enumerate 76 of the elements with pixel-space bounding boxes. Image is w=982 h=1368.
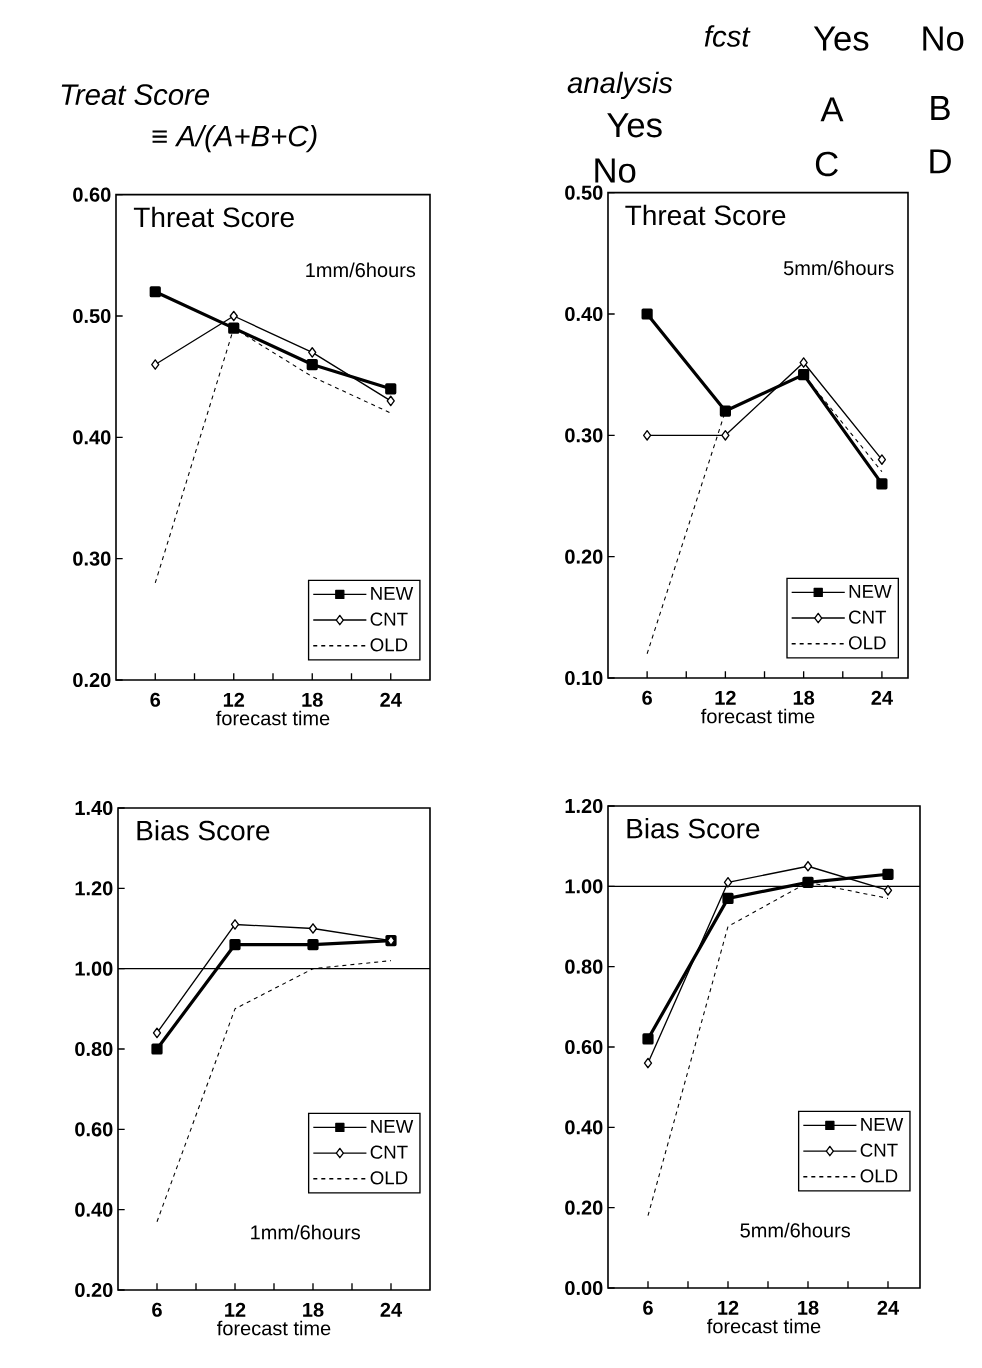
chart-title: Threat Score — [133, 206, 294, 228]
x-tick-label: 18 — [302, 692, 323, 707]
text: 1mm/6hours — [306, 262, 416, 278]
chart-title: Bias Score — [627, 817, 760, 839]
text: No — [595, 158, 636, 183]
chart-title: Bias Score — [137, 819, 270, 841]
text: C — [815, 151, 838, 177]
text: fcst — [704, 25, 751, 47]
x-tick-label: 6 — [150, 692, 161, 707]
x-tick-label: 24 — [877, 1300, 900, 1315]
y-tick-label: 0.60 — [565, 1039, 603, 1055]
y-tick-label: 0.30 — [565, 428, 603, 443]
x-tick-label: 12 — [223, 692, 245, 707]
chart-title: Threat Score — [625, 204, 786, 226]
y-tick-label: 1.40 — [75, 800, 113, 816]
legend-label: CNT — [370, 612, 408, 626]
x-axis-title: forecast time — [707, 1318, 821, 1334]
text: analysis — [567, 71, 673, 99]
y-tick-label: 1.00 — [565, 879, 603, 894]
x-tick-label: 6 — [643, 1300, 653, 1315]
legend-label: NEW — [371, 1120, 414, 1133]
y-tick-label: 0.40 — [565, 1120, 603, 1135]
legend-label: CNT — [849, 610, 887, 624]
y-tick-label: 1.00 — [75, 961, 113, 976]
legend-label: NEW — [849, 585, 892, 598]
x-tick-label: 24 — [871, 690, 893, 705]
y-tick-label: 0.80 — [565, 959, 603, 974]
y-tick-label: 1.20 — [75, 881, 113, 896]
y-tick-label: 0.60 — [73, 187, 111, 202]
text: No — [923, 26, 964, 51]
x-tick-label: 24 — [380, 1302, 403, 1317]
y-tick-label: 0.40 — [565, 306, 603, 322]
text: 5mm/6hours — [783, 260, 894, 276]
y-tick-label: 0.60 — [75, 1122, 113, 1137]
y-tick-label: 0.20 — [73, 672, 111, 688]
x-tick-label: 12 — [225, 1302, 246, 1317]
text: B — [931, 96, 950, 120]
x-tick-label: 6 — [642, 690, 652, 705]
y-tick-label: 0.00 — [565, 1280, 603, 1296]
x-axis-title: forecast time — [701, 708, 815, 724]
y-tick-label: 0.50 — [565, 185, 603, 200]
y-tick-label: 1.20 — [565, 798, 603, 814]
text: 5mm/6hours — [740, 1222, 851, 1238]
legend-label: OLD — [370, 1171, 408, 1185]
text: ≡ A/(A+B+C) — [152, 124, 317, 153]
y-tick-label: 0.20 — [75, 1282, 113, 1298]
legend-label: NEW — [371, 587, 414, 600]
y-tick-label: 0.20 — [565, 549, 603, 564]
text: A — [820, 97, 844, 122]
legend-label: CNT — [370, 1145, 408, 1159]
x-tick-label: 18 — [798, 1300, 819, 1315]
x-axis-title: forecast time — [217, 1320, 331, 1336]
x-tick-label: 24 — [380, 692, 402, 707]
y-tick-label: 0.80 — [75, 1041, 113, 1057]
x-tick-label: 18 — [793, 690, 815, 705]
y-tick-label: 0.40 — [75, 1202, 113, 1217]
legend-label: NEW — [861, 1118, 904, 1131]
legend-label: OLD — [848, 636, 886, 650]
text: Yes — [813, 26, 869, 51]
x-tick-label: 12 — [715, 690, 736, 705]
text: 1mm/6hours — [251, 1224, 361, 1240]
legend-label: CNT — [860, 1143, 898, 1157]
y-tick-label: 0.20 — [565, 1200, 603, 1215]
x-tick-label: 18 — [303, 1302, 324, 1317]
y-tick-label: 0.30 — [73, 551, 111, 566]
y-tick-label: 0.50 — [73, 308, 111, 324]
y-tick-label: 0.10 — [565, 670, 603, 686]
text: D — [930, 149, 951, 174]
legend-label: OLD — [860, 1169, 898, 1183]
text: Treat Score — [61, 84, 210, 106]
x-tick-label: 6 — [152, 1302, 162, 1317]
x-tick-label: 12 — [718, 1300, 739, 1315]
legend-label: OLD — [370, 638, 408, 652]
x-axis-title: forecast time — [216, 710, 330, 726]
text: Yes — [607, 113, 662, 138]
y-tick-label: 0.40 — [73, 430, 111, 445]
